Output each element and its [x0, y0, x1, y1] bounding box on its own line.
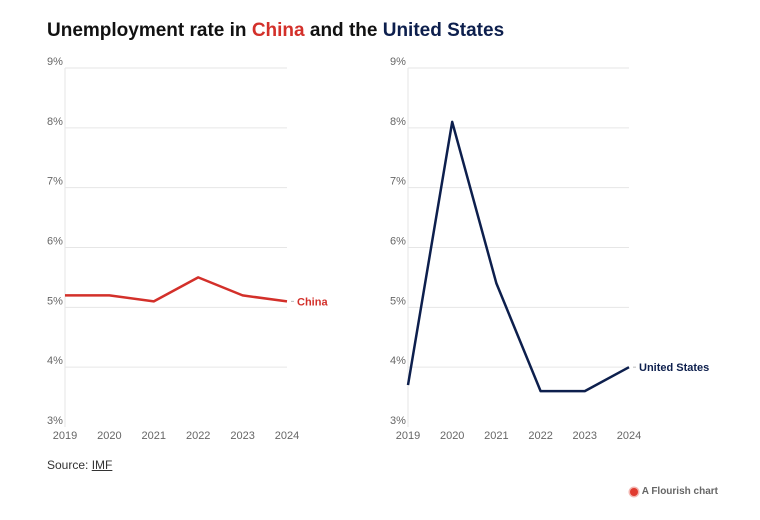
x-tick-label: 2020 [97, 430, 121, 442]
y-tick-label: 8% [390, 116, 406, 128]
title-china: China [251, 20, 305, 41]
title-part: Unemployment rate in [47, 20, 252, 41]
source-prefix: Source: [47, 458, 92, 472]
x-tick-label: 2019 [396, 430, 420, 442]
flourish-logo-icon [629, 487, 638, 496]
y-tick-label: 3% [47, 415, 63, 427]
source-note: Source: IMF [47, 458, 112, 472]
x-tick-label: 2024 [617, 430, 641, 442]
y-tick-label: 9% [390, 56, 406, 68]
x-tick-label: 2021 [142, 430, 166, 442]
x-tick-label: 2019 [53, 430, 77, 442]
y-tick-label: 5% [390, 295, 406, 307]
x-tick-label: 2022 [186, 430, 210, 442]
y-tick-label: 4% [47, 355, 63, 367]
y-tick-label: 3% [390, 415, 406, 427]
title-united-states: United States [382, 20, 505, 41]
y-tick-label: 5% [47, 295, 63, 307]
x-tick-label: 2022 [528, 430, 552, 442]
flourish-credit[interactable]: A Flourish chart [629, 486, 718, 497]
chart-title: Unemployment rate in China and the Unite… [47, 20, 504, 42]
series-label: United States [639, 362, 709, 374]
y-tick-label: 9% [47, 56, 63, 68]
series-line [65, 276, 288, 303]
x-tick-label: 2020 [440, 430, 464, 442]
x-tick-label: 2023 [230, 430, 254, 442]
source-link[interactable]: IMF [91, 458, 113, 472]
x-tick-label: 2024 [275, 430, 299, 442]
y-tick-label: 7% [390, 176, 406, 188]
title-part: and the [304, 20, 383, 41]
x-tick-label: 2023 [573, 430, 597, 442]
series-label: China [297, 296, 328, 308]
x-tick-label: 2021 [484, 430, 508, 442]
y-tick-label: 4% [390, 355, 406, 367]
series-line [406, 120, 630, 393]
y-tick-label: 6% [47, 236, 63, 248]
y-tick-label: 7% [47, 176, 63, 188]
y-tick-label: 6% [390, 236, 406, 248]
y-tick-label: 8% [47, 116, 63, 128]
credit-text: A Flourish chart [641, 486, 718, 497]
